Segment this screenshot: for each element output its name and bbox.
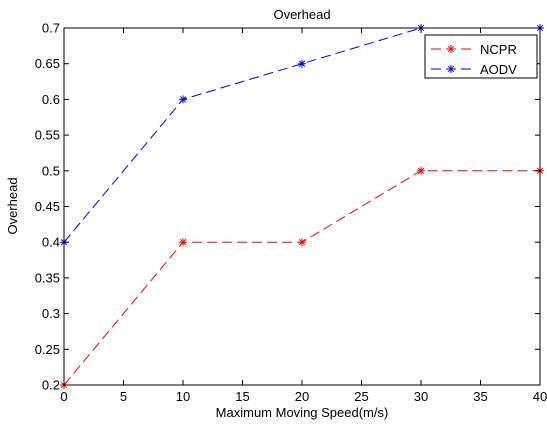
y-tick-label: 0.55 bbox=[35, 128, 60, 143]
y-tick-label: 0.5 bbox=[42, 163, 60, 178]
y-tick-label: 0.6 bbox=[42, 92, 60, 107]
y-tick-label: 0.4 bbox=[42, 235, 60, 250]
y-tick-label: 0.7 bbox=[42, 21, 60, 36]
y-tick-label: 0.3 bbox=[42, 306, 60, 321]
x-tick-label: 0 bbox=[60, 389, 67, 404]
x-tick-label: 20 bbox=[295, 389, 309, 404]
legend-marker-ncpr bbox=[447, 45, 455, 53]
data-point-aodv bbox=[179, 95, 187, 104]
x-tick-label: 5 bbox=[120, 389, 127, 404]
data-point-ncpr bbox=[298, 238, 306, 247]
chart-title: Overhead bbox=[273, 7, 330, 22]
legend-label-ncpr: NCPR bbox=[480, 42, 517, 57]
y-tick-label: 0.45 bbox=[35, 199, 60, 214]
legend: NCPR AODV bbox=[424, 34, 538, 79]
data-point-aodv bbox=[298, 59, 306, 68]
y-axis-label: Overhead bbox=[5, 177, 20, 234]
legend-marker-aodv bbox=[447, 65, 455, 73]
y-tick-label: 0.65 bbox=[35, 56, 60, 71]
data-point-ncpr bbox=[417, 166, 425, 175]
legend-box bbox=[424, 34, 538, 79]
x-tick-label: 30 bbox=[414, 389, 428, 404]
plot-area bbox=[64, 28, 540, 385]
y-tick-label: 0.25 bbox=[35, 342, 60, 357]
x-tick-label: 35 bbox=[473, 389, 487, 404]
x-axis-ticks: 0 5 10 15 20 25 30 35 40 bbox=[60, 28, 547, 404]
x-tick-label: 25 bbox=[354, 389, 368, 404]
x-tick-label: 15 bbox=[235, 389, 249, 404]
y-tick-label: 0.2 bbox=[42, 378, 60, 393]
y-axis-ticks: 0.2 0.25 0.3 0.35 0.4 0.45 0.5 0.55 0.6 0.65 0.7 bbox=[35, 21, 540, 393]
x-axis-label: Maximum Moving Speed(m/s) bbox=[216, 405, 389, 420]
legend-label-aodv: AODV bbox=[480, 62, 517, 77]
y-tick-label: 0.35 bbox=[35, 270, 60, 285]
x-tick-label: 40 bbox=[533, 389, 547, 404]
x-tick-label: 10 bbox=[176, 389, 190, 404]
data-point-ncpr bbox=[179, 238, 187, 247]
